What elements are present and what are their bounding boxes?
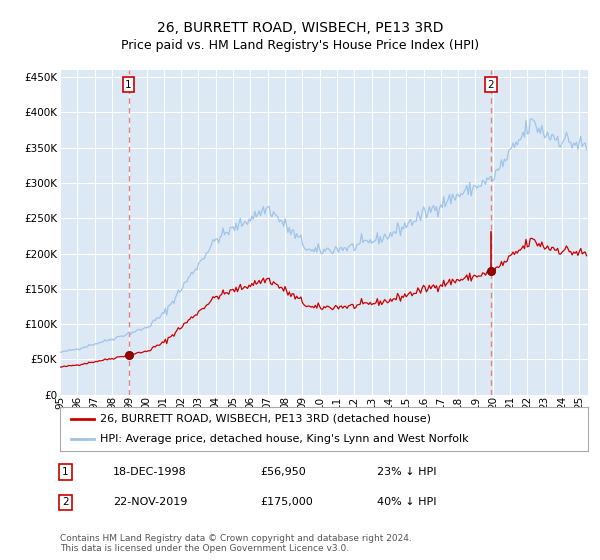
Text: 2: 2 — [488, 80, 494, 90]
Text: 40% ↓ HPI: 40% ↓ HPI — [377, 497, 436, 507]
Text: 26, BURRETT ROAD, WISBECH, PE13 3RD (detached house): 26, BURRETT ROAD, WISBECH, PE13 3RD (det… — [100, 414, 431, 424]
Text: 26, BURRETT ROAD, WISBECH, PE13 3RD: 26, BURRETT ROAD, WISBECH, PE13 3RD — [157, 21, 443, 35]
Text: 2: 2 — [62, 497, 68, 507]
Text: Price paid vs. HM Land Registry's House Price Index (HPI): Price paid vs. HM Land Registry's House … — [121, 39, 479, 52]
Text: 1: 1 — [62, 467, 68, 477]
Text: 1: 1 — [125, 80, 132, 90]
Text: £175,000: £175,000 — [260, 497, 313, 507]
Text: HPI: Average price, detached house, King's Lynn and West Norfolk: HPI: Average price, detached house, King… — [100, 434, 468, 444]
Text: Contains HM Land Registry data © Crown copyright and database right 2024.
This d: Contains HM Land Registry data © Crown c… — [60, 534, 412, 553]
Text: £56,950: £56,950 — [260, 467, 307, 477]
Text: 23% ↓ HPI: 23% ↓ HPI — [377, 467, 436, 477]
Text: 18-DEC-1998: 18-DEC-1998 — [113, 467, 187, 477]
Text: 22-NOV-2019: 22-NOV-2019 — [113, 497, 187, 507]
